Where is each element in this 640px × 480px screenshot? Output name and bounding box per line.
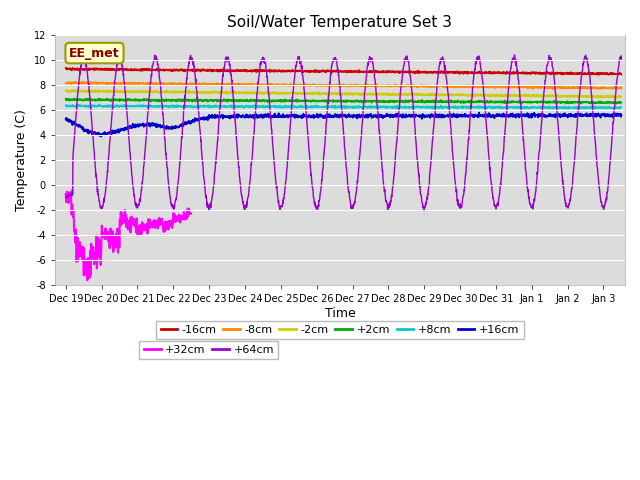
- +64cm: [332, 58, 340, 64]
- +8cm: [332, 105, 340, 110]
- -16cm: [317, 69, 325, 75]
- +16cm: [500, 112, 508, 118]
- +2cm: [500, 98, 508, 104]
- -2cm: [618, 94, 625, 99]
- -2cm: [317, 90, 325, 96]
- -16cm: [605, 72, 612, 78]
- -8cm: [317, 82, 325, 87]
- +32cm: [62, 191, 70, 197]
- +8cm: [602, 106, 610, 111]
- -8cm: [79, 79, 86, 84]
- +8cm: [602, 105, 609, 111]
- +8cm: [618, 104, 625, 110]
- -2cm: [602, 94, 609, 100]
- +16cm: [90, 130, 98, 136]
- -8cm: [332, 83, 340, 88]
- +64cm: [420, 208, 428, 214]
- -8cm: [500, 84, 508, 90]
- +2cm: [90, 96, 98, 102]
- Line: +16cm: +16cm: [66, 112, 621, 137]
- Line: +64cm: +64cm: [66, 55, 621, 211]
- -2cm: [602, 94, 609, 99]
- Text: EE_met: EE_met: [69, 47, 120, 60]
- -16cm: [62, 65, 70, 71]
- +64cm: [317, 183, 325, 189]
- +16cm: [602, 114, 610, 120]
- +2cm: [70, 96, 77, 101]
- -8cm: [602, 85, 610, 91]
- +16cm: [618, 112, 625, 118]
- -8cm: [90, 81, 98, 86]
- Line: -2cm: -2cm: [66, 90, 621, 98]
- -2cm: [500, 93, 508, 98]
- Title: Soil/Water Temperature Set 3: Soil/Water Temperature Set 3: [227, 15, 452, 30]
- -16cm: [602, 70, 609, 76]
- -2cm: [88, 87, 96, 93]
- +2cm: [317, 98, 325, 104]
- Line: +32cm: +32cm: [66, 192, 191, 280]
- -8cm: [549, 86, 557, 92]
- +8cm: [62, 103, 70, 108]
- Line: +8cm: +8cm: [66, 105, 621, 109]
- -8cm: [602, 84, 609, 90]
- +64cm: [618, 56, 625, 62]
- -16cm: [63, 65, 70, 71]
- Line: -16cm: -16cm: [66, 68, 621, 75]
- +16cm: [317, 113, 325, 119]
- +8cm: [90, 102, 98, 108]
- +8cm: [576, 106, 584, 112]
- +32cm: [90, 256, 98, 262]
- +16cm: [476, 109, 483, 115]
- -16cm: [332, 68, 340, 73]
- X-axis label: Time: Time: [324, 307, 355, 320]
- -16cm: [90, 66, 98, 72]
- -2cm: [90, 88, 98, 94]
- -8cm: [62, 81, 70, 86]
- -2cm: [613, 95, 621, 101]
- +64cm: [90, 147, 98, 153]
- -2cm: [332, 90, 340, 96]
- +2cm: [62, 96, 70, 101]
- +16cm: [62, 116, 70, 122]
- +2cm: [618, 100, 625, 106]
- +2cm: [602, 100, 609, 106]
- Line: +2cm: +2cm: [66, 98, 621, 104]
- +2cm: [612, 101, 620, 107]
- +8cm: [500, 105, 508, 110]
- -16cm: [500, 70, 508, 75]
- Legend: +32cm, +64cm: +32cm, +64cm: [140, 340, 278, 360]
- +8cm: [96, 102, 104, 108]
- +2cm: [602, 99, 609, 105]
- -16cm: [602, 71, 609, 76]
- +16cm: [332, 114, 340, 120]
- +16cm: [97, 134, 105, 140]
- +64cm: [511, 52, 518, 58]
- -8cm: [618, 85, 625, 91]
- -2cm: [62, 88, 70, 94]
- +8cm: [317, 104, 325, 109]
- +64cm: [602, 200, 609, 206]
- +64cm: [62, 195, 70, 201]
- Y-axis label: Temperature (C): Temperature (C): [15, 109, 28, 211]
- +2cm: [332, 98, 340, 104]
- +16cm: [602, 111, 609, 117]
- +64cm: [602, 197, 610, 203]
- +64cm: [500, 150, 508, 156]
- -16cm: [618, 72, 625, 77]
- Line: -8cm: -8cm: [66, 82, 621, 89]
